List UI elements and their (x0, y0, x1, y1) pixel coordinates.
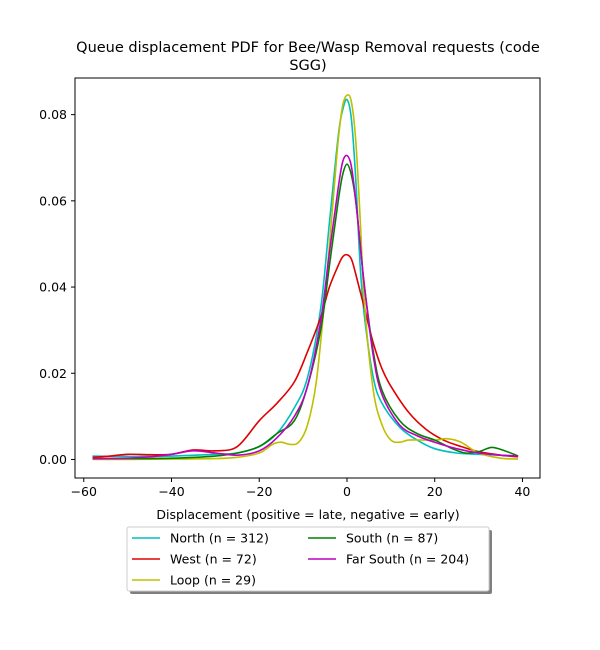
legend-label-0: North (n = 312) (170, 531, 269, 546)
legend: North (n = 312) West (n = 72) Loop (n = 29… (126, 526, 492, 594)
x-axis: −60 −40 −20 0 20 40 (71, 478, 530, 499)
y-tick-label: 0.04 (39, 280, 67, 295)
x-tick-label: 40 (514, 484, 530, 499)
y-tick-label: 0.08 (39, 107, 67, 122)
y-tick-label: 0.00 (39, 452, 67, 467)
series-line-4 (92, 154, 519, 460)
series-line-1 (92, 253, 519, 459)
series-line-0 (92, 98, 519, 458)
y-axis: 0.00 0.02 0.04 0.06 0.08 (39, 107, 75, 467)
legend-entries: North (n = 312) West (n = 72) Loop (n = 29… (132, 531, 469, 588)
x-axis-label: Displacement (positive = late, negative … (156, 507, 459, 522)
legend-label-1: West (n = 72) (170, 552, 257, 567)
legend-label-4: Far South (n = 204) (346, 552, 469, 567)
x-tick-label: −40 (158, 484, 184, 499)
x-tick-label: −20 (246, 484, 272, 499)
x-tick-label: 20 (427, 484, 443, 499)
x-tick-label: −60 (71, 484, 97, 499)
y-tick-label: 0.02 (39, 366, 67, 381)
plot-lines (92, 94, 519, 461)
x-tick-label: 0 (343, 484, 351, 499)
y-tick-label: 0.06 (39, 193, 67, 208)
chart-title-line1: Queue displacement PDF for Bee/Wasp Remo… (76, 40, 540, 56)
chart-title-line2: SGG) (289, 58, 326, 74)
legend-label-3: South (n = 87) (346, 531, 438, 546)
legend-label-2: Loop (n = 29) (170, 573, 256, 588)
series-line-2 (92, 94, 519, 461)
series-line-3 (92, 163, 519, 460)
plot-frame (74, 77, 541, 479)
